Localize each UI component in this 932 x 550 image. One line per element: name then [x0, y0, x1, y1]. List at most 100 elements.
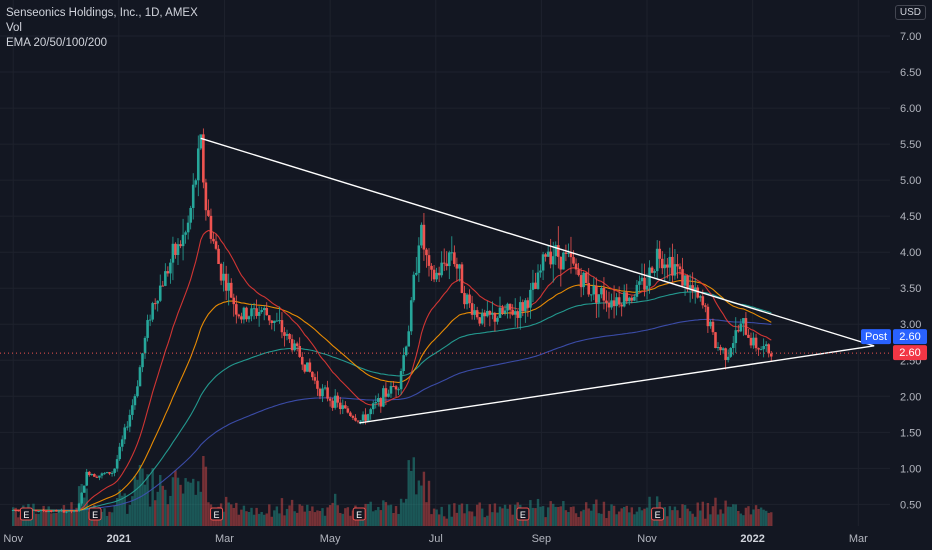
- candle-body: [473, 310, 476, 315]
- candle-body: [612, 300, 616, 307]
- candle-body: [70, 510, 73, 512]
- candle-body: [478, 317, 482, 324]
- volume-bar: [716, 514, 720, 526]
- candle-body: [11, 510, 15, 512]
- ema-lines: [13, 229, 772, 512]
- y-tick-label: 0.50: [900, 499, 921, 511]
- candle-body: [501, 307, 504, 314]
- candle-body: [164, 271, 167, 286]
- y-tick-label: 1.50: [900, 427, 921, 439]
- volume-bar: [298, 504, 301, 526]
- candle-body: [196, 148, 200, 181]
- candle-body: [587, 283, 591, 295]
- volume-bar: [630, 507, 634, 526]
- candle-body: [371, 403, 375, 410]
- candle-body: [554, 245, 558, 257]
- volume-bar: [699, 510, 702, 526]
- candle-body: [633, 296, 636, 301]
- volume-bar: [75, 507, 78, 526]
- earnings-marker-box: [19, 507, 33, 521]
- volume-bar: [726, 506, 730, 526]
- currency-button[interactable]: USD: [894, 5, 926, 20]
- volume-bar: [293, 511, 296, 526]
- candle-body: [607, 302, 611, 308]
- candle-body: [120, 439, 124, 447]
- candle-body: [711, 321, 715, 333]
- candle-body: [407, 331, 411, 347]
- candle-body: [151, 303, 154, 320]
- volume-bar: [186, 481, 190, 526]
- volume-bar: [564, 510, 568, 526]
- candle-body: [242, 307, 246, 320]
- ema-indicator-label[interactable]: EMA 20/50/100/200: [6, 37, 108, 49]
- candle-body: [706, 306, 710, 327]
- x-tick-label: Nov: [3, 533, 23, 545]
- candle-body: [354, 417, 357, 421]
- volume-bar: [323, 515, 327, 526]
- candle-body: [693, 287, 697, 292]
- volume-bar: [488, 504, 492, 526]
- volume-bar: [331, 502, 334, 526]
- candle-body: [716, 347, 720, 349]
- volume-bar: [569, 507, 573, 526]
- volume-bar: [387, 505, 390, 526]
- volume-bar: [455, 512, 459, 526]
- candle-body: [80, 492, 83, 504]
- volume-bar: [72, 509, 76, 526]
- candle-body: [486, 310, 489, 317]
- volume-bar: [749, 514, 753, 526]
- candle-body: [123, 427, 127, 440]
- candle-body: [341, 405, 345, 410]
- volume-bar: [65, 511, 68, 526]
- candle-body: [321, 388, 324, 397]
- earnings-marker: E: [19, 507, 33, 521]
- volume-bar: [496, 512, 499, 526]
- volume-bar: [67, 511, 71, 526]
- volume-bar: [235, 502, 238, 526]
- post-label-tag: [861, 329, 891, 345]
- candle-body: [544, 254, 547, 257]
- candle-body: [556, 245, 560, 257]
- symbol-title[interactable]: Senseonics Holdings, Inc., 1D, AMEX: [6, 7, 198, 19]
- y-axis: 0.501.001.502.002.503.003.504.004.505.00…: [900, 31, 921, 511]
- candle-body: [47, 511, 50, 513]
- candle-body: [227, 282, 231, 291]
- candle-body: [704, 305, 707, 307]
- volume-bar: [268, 504, 271, 526]
- volume-bar: [453, 503, 456, 526]
- candle-body: [37, 511, 40, 513]
- volume-bar: [678, 517, 682, 526]
- volume-bar: [432, 508, 436, 526]
- volume-bar: [263, 514, 266, 526]
- candle-body: [108, 472, 111, 474]
- volume-bar: [572, 506, 575, 526]
- volume-bar: [422, 471, 426, 526]
- candle-body: [638, 281, 641, 285]
- candle-body: [328, 398, 332, 401]
- candle-body: [592, 285, 596, 295]
- volume-bar: [559, 506, 563, 526]
- volume-bar: [318, 510, 322, 526]
- candle-body: [686, 275, 689, 290]
- volume-bar: [146, 474, 149, 526]
- volume-bar: [369, 501, 372, 526]
- candle-body: [55, 510, 58, 512]
- volume-bars: [12, 456, 773, 526]
- volume-bar: [415, 494, 418, 526]
- candle-body: [574, 263, 578, 270]
- volume-bar: [567, 512, 570, 526]
- candle-body: [189, 207, 192, 223]
- volume-bar: [222, 511, 225, 526]
- candle-body: [214, 241, 218, 249]
- volume-bar: [628, 512, 631, 526]
- candle-body: [250, 308, 253, 317]
- volume-bar: [278, 513, 281, 526]
- candle-body: [513, 311, 517, 315]
- volume-bar: [161, 485, 164, 526]
- candle-body: [153, 303, 157, 305]
- candle-body: [359, 420, 362, 422]
- volume-bar: [448, 504, 451, 526]
- volume-indicator-label[interactable]: Vol: [6, 22, 22, 34]
- candle-body: [643, 277, 646, 290]
